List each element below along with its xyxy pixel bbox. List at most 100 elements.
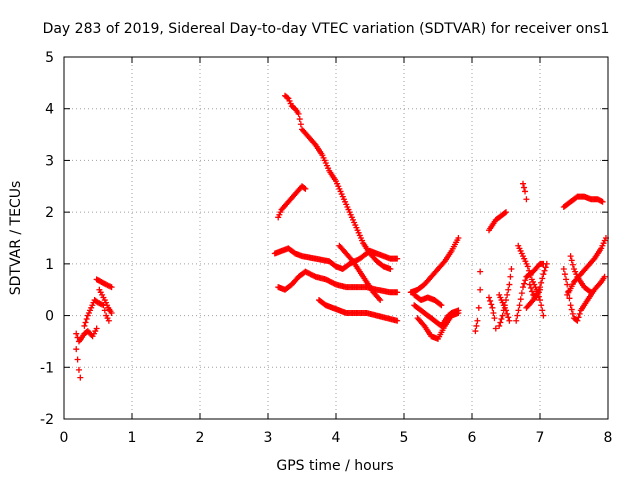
data-point <box>296 116 303 123</box>
data-point <box>394 289 401 296</box>
data-point <box>492 325 499 332</box>
data-point <box>597 280 604 287</box>
data-point <box>477 268 484 275</box>
data-point <box>561 271 568 278</box>
data-point <box>438 302 445 309</box>
data-point <box>505 286 512 293</box>
data-point <box>516 302 523 309</box>
x-axis-label: GPS time / hours <box>276 458 393 474</box>
data-point <box>537 286 543 293</box>
data-point <box>81 322 88 329</box>
data-point <box>538 279 545 286</box>
data-point <box>569 310 576 317</box>
data-point <box>420 321 427 328</box>
data-point <box>590 256 597 263</box>
x-tick-label: 6 <box>468 430 477 446</box>
data-point <box>297 121 304 128</box>
data-point <box>523 196 530 203</box>
data-point <box>503 209 509 216</box>
y-axis-label: SDTVAR / TECUs <box>8 181 24 296</box>
data-point <box>567 253 574 260</box>
data-point <box>524 263 531 270</box>
data-point <box>560 266 567 273</box>
data-point <box>574 317 581 324</box>
data-point <box>376 295 383 302</box>
data-point <box>394 255 401 262</box>
data-point <box>515 307 522 314</box>
data-point <box>504 310 511 317</box>
data-point <box>82 319 89 326</box>
y-tick-labels: -2 -1 0 1 2 3 4 5 <box>40 50 54 428</box>
data-point <box>566 295 573 302</box>
data-point <box>518 290 525 297</box>
data-point <box>508 266 515 273</box>
data-point <box>487 297 494 304</box>
data-point <box>540 312 547 319</box>
data-point <box>496 322 503 329</box>
data-point <box>520 180 526 187</box>
data-point <box>302 185 309 192</box>
data-point <box>474 317 481 324</box>
data-point <box>521 184 528 191</box>
data-point <box>526 267 533 274</box>
data-point <box>569 261 576 268</box>
data-point <box>541 267 548 274</box>
data-point <box>490 309 497 316</box>
x-tick-label: 4 <box>332 430 341 446</box>
data-point <box>440 259 447 266</box>
data-point <box>501 210 508 217</box>
data-point <box>311 140 318 147</box>
data-point <box>301 185 308 192</box>
data-point <box>576 310 583 317</box>
data-point <box>575 314 582 321</box>
data-point <box>455 309 462 316</box>
chart-title: Day 283 of 2019, Sidereal Day-to-day VTE… <box>43 21 610 37</box>
data-point <box>514 312 521 319</box>
data-point <box>488 301 495 308</box>
data-point <box>520 284 526 291</box>
data-point <box>513 317 520 324</box>
data-point <box>543 260 550 267</box>
data-point <box>506 317 513 324</box>
data-point <box>529 298 536 305</box>
data-point <box>505 314 512 321</box>
data-point <box>489 304 496 311</box>
data-point <box>394 317 401 324</box>
data-point <box>455 235 462 241</box>
data-point <box>491 315 498 322</box>
data-point <box>586 288 593 295</box>
data-point <box>497 319 504 326</box>
data-point <box>295 110 302 117</box>
data-point <box>537 297 543 304</box>
data-point <box>599 198 606 205</box>
data-point <box>527 284 534 291</box>
y-tick-label: -2 <box>40 412 54 428</box>
data-point <box>73 330 80 337</box>
data-point <box>538 302 545 309</box>
data-point <box>473 322 480 329</box>
data-point <box>542 264 549 271</box>
data-point <box>507 273 514 280</box>
data-point <box>504 291 511 298</box>
data-point <box>472 328 479 335</box>
data-point <box>387 266 394 273</box>
data-point <box>539 307 546 314</box>
x-tick-label: 5 <box>400 430 409 446</box>
y-tick-label: 4 <box>45 102 54 118</box>
x-tick-label: 7 <box>536 430 545 446</box>
data-point <box>437 301 444 308</box>
data-point <box>567 302 574 309</box>
data-point <box>75 366 82 373</box>
data-point <box>521 280 528 287</box>
data-point <box>503 307 509 314</box>
data-point <box>76 337 83 344</box>
data-point <box>522 277 529 284</box>
axis-ticks <box>63 56 609 420</box>
data-point <box>601 273 608 280</box>
y-tick-label: -1 <box>40 360 54 376</box>
data-point <box>529 288 536 295</box>
x-tick-labels: 0 1 2 3 4 5 6 7 8 <box>60 430 613 446</box>
data-point <box>475 304 482 311</box>
data-point <box>101 307 108 314</box>
data-point <box>564 281 571 288</box>
